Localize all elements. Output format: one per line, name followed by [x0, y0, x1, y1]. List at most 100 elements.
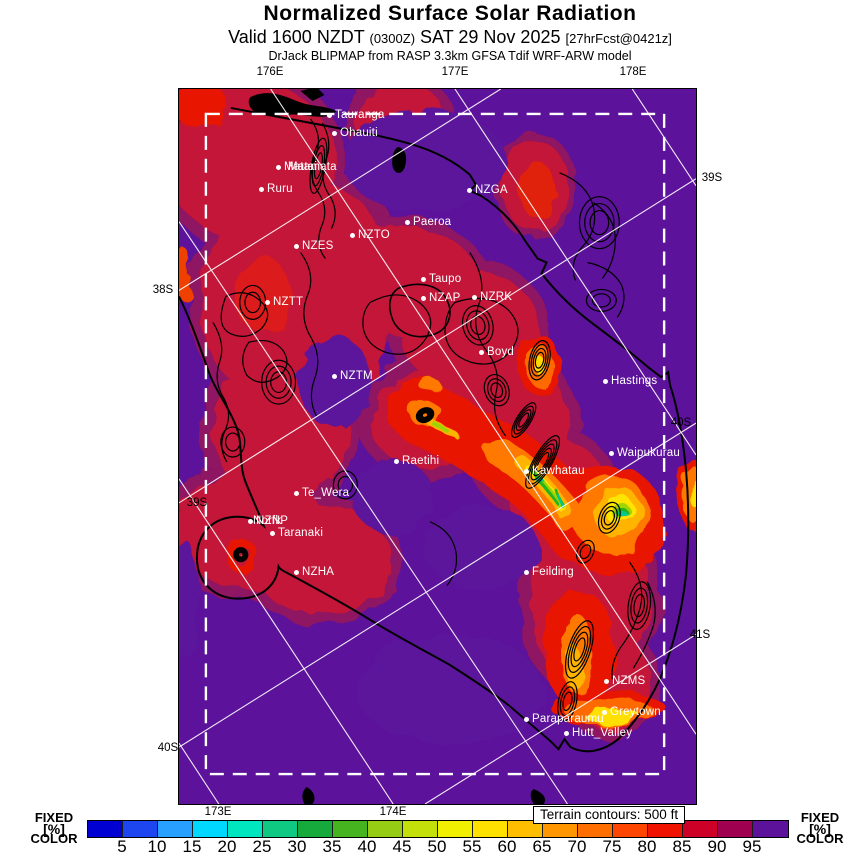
contour-ring [535, 451, 550, 473]
lon-label-177e: 177E [441, 66, 469, 78]
station-waipukurau: Waipukurau [609, 447, 680, 459]
color-scale-segment-14 [578, 821, 613, 837]
station-name: NZTT [273, 296, 304, 308]
station-dot [603, 378, 608, 384]
station-name: Te_Wera [302, 487, 350, 499]
station-dot [294, 569, 299, 575]
contour-ring [589, 209, 610, 236]
color-scale-segment-19 [753, 821, 788, 837]
contour-ring [532, 347, 547, 373]
contour-ring [627, 581, 652, 630]
radiation-fill [179, 89, 696, 745]
station-ohauiti: Ohauiti [332, 127, 378, 139]
station-name: Boyd [487, 346, 515, 358]
station-dot [602, 709, 607, 715]
color-scale-segment-2 [158, 821, 193, 837]
station-paeroa: Paeroa [405, 216, 451, 228]
station-nztm: NZTM [332, 370, 373, 382]
station-nzha: NZHA [294, 566, 334, 578]
contour-ring [490, 382, 504, 399]
lon-label-178e: 178E [619, 66, 647, 78]
contour-ring [584, 202, 615, 243]
color-scale-tick-65: 65 [532, 837, 552, 856]
color-scale-segment-0 [88, 821, 123, 837]
color-scale-segment-17 [683, 821, 718, 837]
contour-ring [337, 475, 354, 494]
contour-ring [244, 291, 262, 314]
contour-ring [600, 505, 618, 530]
station-name: Tauranga [335, 109, 385, 121]
model-domain-boundary [204, 112, 666, 776]
station-name: NZNP [256, 515, 289, 527]
station-dot [524, 569, 529, 575]
contour-ring [518, 412, 530, 428]
color-scale-tick-70: 70 [567, 837, 587, 856]
color-scale-segment-8 [368, 821, 403, 837]
station-name: NZRK [480, 291, 513, 303]
station-dot [350, 232, 355, 238]
page-title: Normalized Surface Solar Radiation [263, 2, 637, 25]
station-name: Hutt_Valley [572, 727, 633, 739]
color-scale-tick-95: 95 [742, 837, 762, 856]
contour-ring [573, 637, 586, 662]
contour-ring [603, 509, 616, 526]
contour-ring [579, 544, 592, 560]
contour-ring [311, 145, 326, 187]
contour-ring [578, 196, 620, 250]
station-dot [270, 530, 275, 536]
lon-label-176e: 176E [256, 66, 284, 78]
contour-ring [510, 402, 537, 438]
contour-ring [419, 410, 431, 420]
color-scale-segment-5 [263, 821, 298, 837]
contour-ring [527, 439, 558, 485]
station-dot [472, 294, 477, 300]
contour-ring [515, 409, 532, 432]
station-te_wera: Te_Wera [294, 487, 349, 499]
contour-ring [567, 625, 592, 673]
station-name: Feilding [532, 566, 574, 578]
contour-ring [591, 293, 611, 308]
lat-label-40s: 40S [670, 417, 692, 429]
valid-date: SAT 29 Nov 2025 [420, 27, 561, 47]
station-name: Raetihi [402, 455, 440, 467]
station-dot [327, 112, 332, 118]
contour-ring [233, 547, 249, 563]
station-boyd: Boyd [479, 346, 514, 358]
color-scale-tick-15: 15 [182, 837, 202, 856]
station-name: Matamata [284, 161, 337, 173]
station-nzga: NZGA [467, 184, 508, 196]
station-norfk: Norfk [250, 515, 281, 527]
station-dot [467, 187, 472, 193]
contour-ring [234, 548, 248, 562]
contour-ring [235, 549, 246, 560]
station-nzrk: NZRK [472, 291, 512, 303]
lat-label-39s: 39S [701, 172, 723, 184]
station-name: Paraparaumu [532, 713, 604, 725]
contour-ring [309, 137, 328, 194]
colorbar-corner-label-left: FIXED [%] COLOR [30, 810, 78, 846]
station-name: Kawhatau [532, 465, 585, 477]
contour-ring [415, 407, 435, 424]
station-nztt: NZTT [265, 296, 303, 308]
lat-label-39s: 39S [186, 497, 208, 509]
station-name: Norfk [253, 515, 282, 527]
coastline [179, 89, 690, 804]
contour-ring [420, 411, 430, 419]
station-nzap: NZAP [421, 292, 460, 304]
contour-ring [236, 550, 245, 559]
station-name: NZES [302, 240, 334, 252]
contour-ring [235, 549, 247, 561]
forecast-tag: [27hrFcst@0421z] [565, 31, 672, 46]
contour-ring [533, 447, 552, 477]
contour-ring [265, 365, 292, 399]
contour-ring [530, 343, 549, 377]
valid-time-line: Valid 1600 NZDT (0300Z) SAT 29 Nov 2025 … [25, 27, 850, 48]
color-scale-segment-4 [228, 821, 263, 837]
station-dot [479, 349, 484, 355]
contour-ring [421, 412, 429, 418]
color-scale-segment-18 [718, 821, 753, 837]
color-scale-ticks: 5 10 15 20 25 30 35 40 45 50 55 60 65 70 75 80 85 90 95 [0, 837, 850, 857]
colorbar-corner-label-right: FIXED [%] COLOR [796, 810, 844, 846]
station-dot [248, 518, 253, 524]
